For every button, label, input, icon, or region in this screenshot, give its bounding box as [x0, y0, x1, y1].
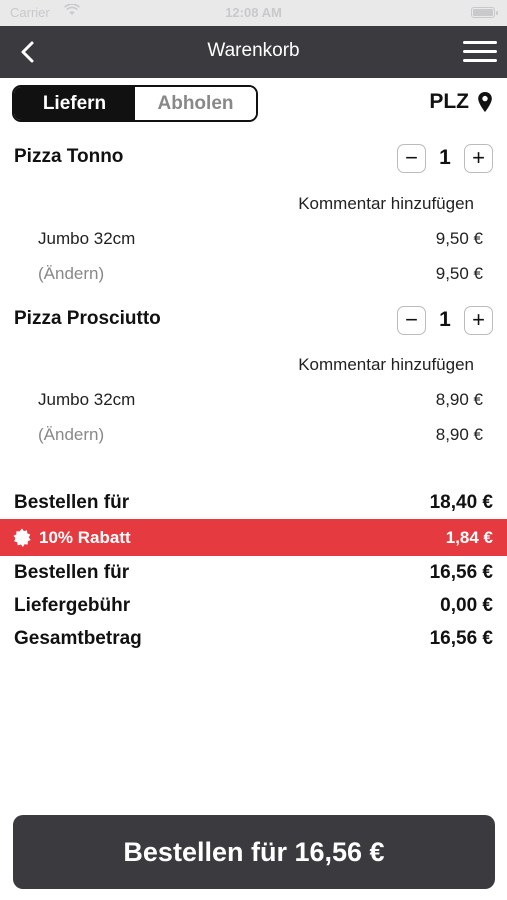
item-size: Jumbo 32cm — [38, 229, 136, 248]
after-discount-row: Bestellen für 16,56 € — [14, 562, 493, 584]
wifi-icon — [64, 4, 80, 15]
discount-label: 10% Rabatt — [39, 527, 131, 547]
order-button-label: Bestellen für 16,56 € — [123, 836, 385, 867]
quantity-stepper: − 1 + — [397, 305, 493, 335]
plz-button[interactable]: PLZ — [429, 90, 493, 114]
decrease-quantity-button[interactable]: − — [397, 305, 426, 335]
delivery-fee-row: Liefergebühr 0,00 € — [14, 595, 493, 617]
total-value: 16,56 € — [429, 628, 493, 649]
total-row: Gesamtbetrag 16,56 € — [14, 628, 493, 650]
delivery-fee-value: 0,00 € — [440, 595, 493, 616]
discount-banner: 10% Rabatt 1,84 € — [0, 519, 507, 556]
edit-item-link[interactable]: (Ändern) — [38, 264, 105, 283]
plz-label: PLZ — [429, 90, 469, 113]
subtotal-value: 18,40 € — [429, 492, 493, 513]
increase-quantity-button[interactable]: + — [464, 143, 493, 173]
page-title: Warenkorb — [207, 40, 300, 61]
order-button[interactable]: Bestellen für 16,56 € — [13, 815, 495, 889]
plus-icon: + — [472, 145, 485, 170]
status-bar: Carrier 12:08 AM — [0, 0, 507, 26]
back-button[interactable] — [10, 34, 46, 70]
total-label: Gesamtbetrag — [14, 628, 142, 649]
quantity-value: 1 — [439, 308, 451, 331]
item-size-price: 9,50 € — [435, 229, 483, 248]
quantity-value: 1 — [439, 146, 451, 169]
after-discount-value: 16,56 € — [429, 562, 493, 583]
menu-button[interactable] — [461, 35, 499, 69]
cart-item-name: Pizza Prosciutto — [14, 308, 161, 329]
delivery-fee-label: Liefergebühr — [14, 595, 131, 616]
location-pin-icon — [478, 92, 492, 112]
discount-value: 1,84 € — [445, 527, 493, 547]
cart-item-name: Pizza Tonno — [14, 146, 124, 167]
subtotal-label: Bestellen für — [14, 492, 130, 513]
discount-badge-icon — [13, 528, 31, 547]
decrease-quantity-button[interactable]: − — [397, 143, 426, 173]
tab-abholen[interactable]: Abholen — [135, 87, 256, 120]
plus-icon: + — [472, 307, 485, 332]
add-comment-link[interactable]: Kommentar hinzufügen — [298, 355, 474, 374]
delivery-mode-toggle: Liefern Abholen — [12, 85, 258, 122]
item-size: Jumbo 32cm — [38, 390, 136, 409]
item-size-price: 8,90 € — [435, 390, 483, 409]
minus-icon: − — [405, 145, 418, 170]
add-comment-link[interactable]: Kommentar hinzufügen — [298, 194, 474, 213]
increase-quantity-button[interactable]: + — [464, 305, 493, 335]
subtotal-row: Bestellen für 18,40 € — [14, 492, 493, 514]
carrier-label: Carrier — [10, 5, 50, 20]
clock: 12:08 AM — [225, 5, 282, 20]
battery-icon — [471, 7, 498, 18]
after-discount-label: Bestellen für — [14, 562, 130, 583]
quantity-stepper: − 1 + — [397, 143, 493, 173]
item-total: 9,50 € — [435, 264, 483, 283]
edit-item-link[interactable]: (Ändern) — [38, 425, 105, 444]
navbar: Warenkorb — [0, 26, 507, 78]
back-chevron-icon — [21, 41, 34, 63]
minus-icon: − — [405, 307, 418, 332]
tab-liefern[interactable]: Liefern — [14, 87, 135, 120]
item-total: 8,90 € — [435, 425, 483, 444]
